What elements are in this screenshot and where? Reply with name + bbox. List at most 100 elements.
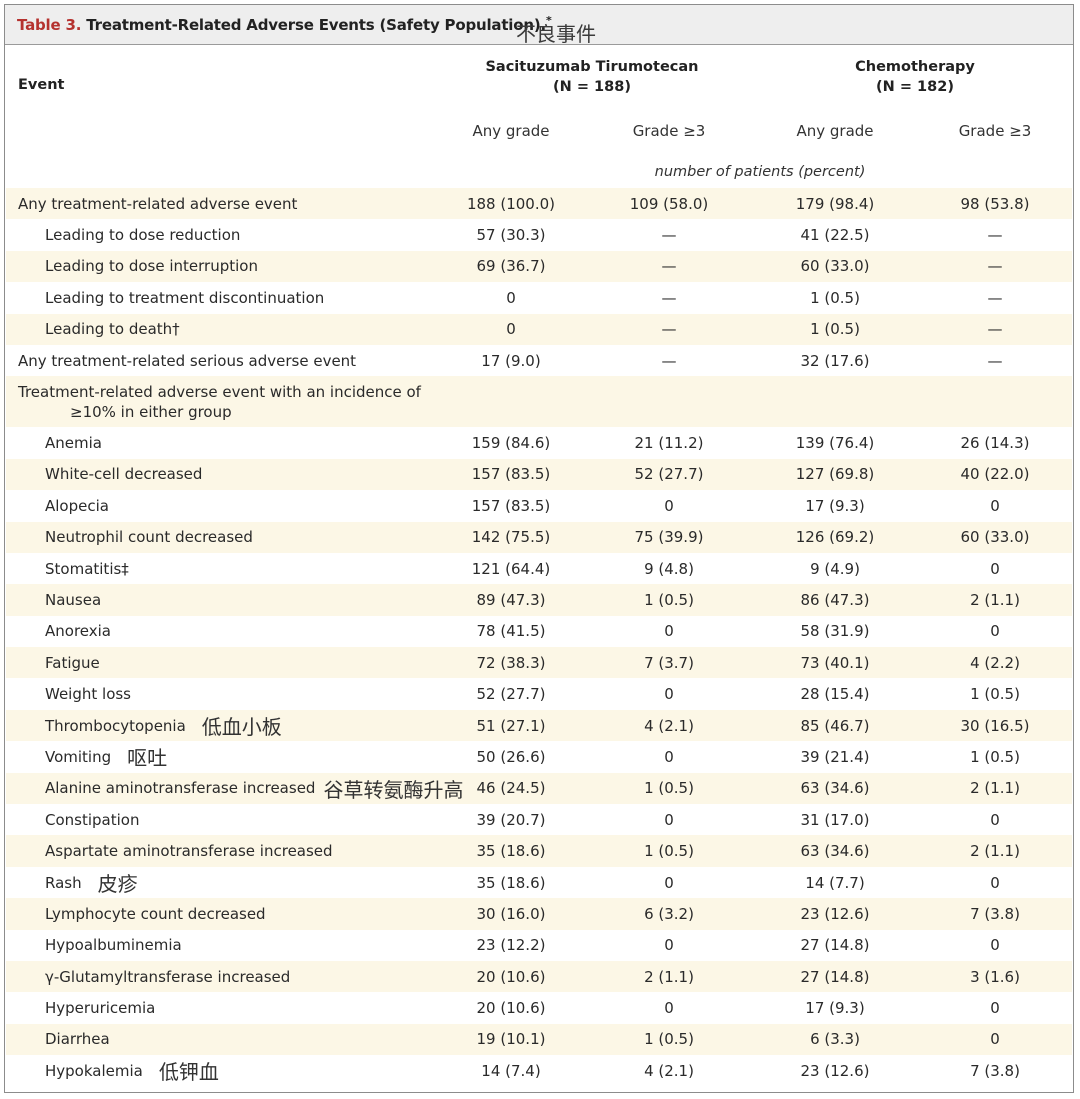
event-label: Any treatment-related serious adverse ev… bbox=[18, 345, 356, 376]
value-chemo-grade3: — bbox=[987, 226, 1003, 245]
table-row: Weight loss 52 (27.7) 0 28 (15.4) 1 (0.5) bbox=[6, 678, 1072, 709]
table-row: Vomiting 呕吐 50 (26.6) 0 39 (21.4) 1 (0.5) bbox=[6, 741, 1072, 772]
value-chemo-any: 32 (17.6) bbox=[800, 351, 870, 370]
event-label: White-cell decreased bbox=[45, 459, 202, 490]
value-chemo-grade3: 2 (1.1) bbox=[970, 779, 1020, 798]
value-sacituzumab-any: 46 (24.5) bbox=[476, 779, 546, 798]
value-sacituzumab-any: 52 (27.7) bbox=[476, 685, 546, 704]
group-name: Chemotherapy bbox=[855, 59, 975, 75]
table-row: Anorexia 78 (41.5) 0 58 (31.9) 0 bbox=[6, 616, 1072, 647]
value-chemo-grade3: 7 (3.8) bbox=[970, 904, 1020, 923]
event-name: Anorexia bbox=[45, 622, 111, 641]
event-label: Stomatitis‡ bbox=[45, 553, 129, 584]
subheader-any-grade-2: Any grade bbox=[796, 122, 874, 140]
value-chemo-any: 86 (47.3) bbox=[800, 590, 870, 609]
event-name: Weight loss bbox=[45, 685, 132, 704]
event-label: Fatigue bbox=[45, 647, 100, 678]
value-chemo-any: 179 (98.4) bbox=[795, 194, 875, 213]
table-title-text: Treatment-Related Adverse Events (Safety… bbox=[86, 16, 546, 34]
event-label: Leading to death† bbox=[45, 314, 180, 345]
table-row: Leading to treatment discontinuation 0 — 1 … bbox=[6, 282, 1072, 313]
value-chemo-any: 85 (46.7) bbox=[800, 716, 870, 735]
value-sacituzumab-any: 121 (64.4) bbox=[471, 559, 551, 578]
value-sacituzumab-grade3: 4 (2.1) bbox=[644, 1061, 694, 1080]
value-sacituzumab-any: 0 bbox=[506, 320, 516, 339]
value-chemo-grade3: 7 (3.8) bbox=[970, 1061, 1020, 1080]
value-chemo-any: 27 (14.8) bbox=[800, 936, 870, 955]
value-chemo-grade3: 0 bbox=[990, 810, 1000, 829]
value-sacituzumab-grade3: — bbox=[661, 351, 677, 370]
table-row: Alopecia 157 (83.5) 0 17 (9.3) 0 bbox=[6, 490, 1072, 521]
value-sacituzumab-any: 51 (27.1) bbox=[476, 716, 546, 735]
value-chemo-grade3: 60 (33.0) bbox=[960, 528, 1030, 547]
value-sacituzumab-any: 35 (18.6) bbox=[476, 873, 546, 892]
group-header-chemotherapy: Chemotherapy (N = 182) bbox=[815, 57, 1015, 97]
event-name: Any treatment-related adverse event bbox=[18, 194, 298, 213]
event-label: Leading to dose reduction bbox=[45, 219, 240, 250]
table-row: Rash 皮疹 35 (18.6) 0 14 (7.7) 0 bbox=[6, 867, 1072, 898]
event-name: Nausea bbox=[45, 590, 102, 609]
event-name: Leading to dose reduction bbox=[45, 226, 241, 245]
table-row: Hypokalemia 低钾血 14 (7.4) 4 (2.1) 23 (12.6) 7 … bbox=[6, 1055, 1072, 1086]
event-label-line2: ≥10% in either group bbox=[70, 403, 232, 422]
value-chemo-any: 139 (76.4) bbox=[795, 434, 875, 453]
event-label: Leading to dose interruption bbox=[45, 251, 258, 282]
table-footnote-mark: * bbox=[545, 14, 552, 27]
value-chemo-any: 1 (0.5) bbox=[810, 320, 860, 339]
table-row: Anemia 159 (84.6) 21 (11.2) 139 (76.4) 26 (1… bbox=[6, 427, 1072, 458]
chinese-annotation: 呕吐 bbox=[127, 746, 168, 771]
value-chemo-any: 58 (31.9) bbox=[800, 622, 870, 641]
value-sacituzumab-any: 19 (10.1) bbox=[476, 1030, 546, 1049]
value-chemo-any: 60 (33.0) bbox=[800, 257, 870, 276]
value-chemo-grade3: 0 bbox=[990, 873, 1000, 892]
event-column-header: Event bbox=[18, 77, 65, 93]
event-label: Alopecia bbox=[45, 490, 109, 521]
value-sacituzumab-grade3: 0 bbox=[664, 685, 674, 704]
subheader-grade3-1: Grade ≥3 bbox=[632, 122, 706, 140]
table-row: Lymphocyte count decreased 30 (16.0) 6 (3.… bbox=[6, 898, 1072, 930]
event-name: Hypoalbuminemia bbox=[45, 936, 182, 955]
value-sacituzumab-any: 35 (18.6) bbox=[476, 842, 546, 861]
group-n: (N = 182) bbox=[876, 79, 954, 95]
event-name: Any treatment-related serious adverse ev… bbox=[18, 351, 357, 370]
event-label: Aspartate aminotransferase increased bbox=[45, 835, 333, 866]
table-frame: Table 3. Treatment-Related Adverse Event… bbox=[4, 4, 1074, 1093]
value-chemo-any: 127 (69.8) bbox=[795, 465, 875, 484]
value-chemo-grade3: 0 bbox=[990, 936, 1000, 955]
value-chemo-any: 126 (69.2) bbox=[795, 528, 875, 547]
table-row: Hyperuricemia 20 (10.6) 0 17 (9.3) 0 bbox=[6, 992, 1072, 1023]
value-sacituzumab-grade3: 0 bbox=[664, 873, 674, 892]
value-sacituzumab-grade3: 75 (39.9) bbox=[634, 528, 704, 547]
value-sacituzumab-any: 78 (41.5) bbox=[476, 622, 546, 641]
value-chemo-grade3: — bbox=[987, 320, 1003, 339]
value-sacituzumab-any: 159 (84.6) bbox=[471, 434, 551, 453]
value-chemo-grade3: — bbox=[987, 288, 1003, 307]
value-chemo-any: 63 (34.6) bbox=[800, 842, 870, 861]
event-name: Thrombocytopenia bbox=[45, 716, 186, 735]
value-sacituzumab-grade3: — bbox=[661, 320, 677, 339]
table-row: Constipation 39 (20.7) 0 31 (17.0) 0 bbox=[6, 804, 1072, 835]
value-sacituzumab-any: 0 bbox=[506, 288, 516, 307]
value-chemo-any: 41 (22.5) bbox=[800, 226, 870, 245]
value-chemo-any: 23 (12.6) bbox=[800, 1061, 870, 1080]
value-sacituzumab-grade3: 4 (2.1) bbox=[644, 716, 694, 735]
table-row: Leading to dose interruption 69 (36.7) — 60… bbox=[6, 250, 1072, 283]
table-row: Treatment-related adverse event with an … bbox=[6, 376, 1072, 428]
value-sacituzumab-any: 39 (20.7) bbox=[476, 810, 546, 829]
event-label: γ-Glutamyltransferase increased bbox=[45, 961, 290, 992]
value-sacituzumab-grade3: 0 bbox=[664, 810, 674, 829]
table-row: Nausea 89 (47.3) 1 (0.5) 86 (47.3) 2 (1.1) bbox=[6, 584, 1072, 616]
event-label-line1: Treatment-related adverse event with an … bbox=[18, 383, 421, 402]
event-label: Rash 皮疹 bbox=[45, 867, 138, 898]
table-row: Alanine aminotransferase increased 谷草转氨酶升… bbox=[6, 772, 1072, 805]
value-chemo-any: 6 (3.3) bbox=[810, 1030, 860, 1049]
event-name: Aspartate aminotransferase increased bbox=[45, 842, 333, 861]
value-sacituzumab-any: 157 (83.5) bbox=[471, 496, 551, 515]
event-name: γ-Glutamyltransferase increased bbox=[45, 967, 291, 986]
event-label: Anemia bbox=[45, 427, 102, 458]
value-chemo-any: 1 (0.5) bbox=[810, 288, 860, 307]
event-name: Stomatitis‡ bbox=[45, 559, 129, 578]
value-sacituzumab-grade3: 1 (0.5) bbox=[644, 779, 694, 798]
subheader-any-grade-1: Any grade bbox=[472, 122, 550, 140]
value-sacituzumab-grade3: 6 (3.2) bbox=[644, 904, 694, 923]
